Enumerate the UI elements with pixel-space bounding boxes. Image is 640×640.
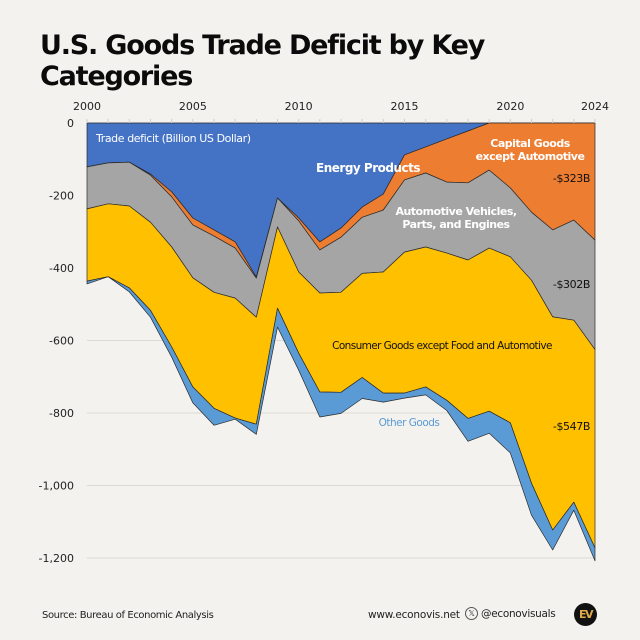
brand-logo: EV: [574, 603, 597, 626]
y-axis: 0 -200 -400 -600 -800 -1,000 -1,200: [39, 117, 74, 565]
y-tick-label: -1,000: [39, 480, 74, 493]
chart-title: U.S. Goods Trade Deficit by Key Categori…: [40, 30, 485, 92]
x-tick-label: 2024: [581, 100, 609, 113]
x-tick-label: 2010: [285, 100, 313, 113]
auto-end-label: -$302B: [553, 278, 590, 291]
capital-end-label: -$323B: [553, 172, 590, 185]
axis-note-label: Trade deficit (Billion US Dollar): [95, 132, 251, 145]
y-tick-label: -1,200: [39, 552, 74, 565]
consumer-end-label: -$547B: [553, 420, 590, 433]
y-tick-label: -200: [49, 190, 74, 203]
y-tick-label: -600: [49, 335, 74, 348]
auto-label-line1: Automotive Vehicles,: [395, 205, 516, 218]
social-handle[interactable]: 𝕏 @econovisuals: [465, 607, 556, 620]
x-tick-label: 2005: [179, 100, 207, 113]
area-series: [86, 122, 596, 562]
consumer-label: Consumer Goods except Food and Automotiv…: [332, 340, 552, 352]
y-tick-label: 0: [67, 117, 74, 130]
auto-label-line2: Parts, and Engines: [402, 218, 510, 231]
x-tick-label: 2020: [496, 100, 524, 113]
x-tick-label: 2000: [73, 100, 101, 113]
capital-label-line2: except Automotive: [476, 150, 585, 163]
area-other-goods: [86, 276, 596, 562]
series-labels: Trade deficit (Billion US Dollar) Energy…: [95, 132, 590, 433]
website-link[interactable]: www.econovis.net: [368, 609, 460, 621]
y-tick-label: -800: [49, 407, 74, 420]
energy-label: Energy Products: [316, 161, 420, 175]
x-axis: 2000 2005 2010 2015 2020 2024: [73, 100, 609, 123]
source-note: Source: Bureau of Economic Analysis: [42, 610, 214, 621]
social-handle-text: @econovisuals: [481, 607, 556, 620]
y-tick-label: -400: [49, 262, 74, 275]
x-logo-icon: 𝕏: [465, 607, 478, 620]
capital-label-line1: Capital Goods: [490, 137, 570, 150]
other-goods-label: Other Goods: [379, 417, 440, 429]
x-tick-label: 2015: [391, 100, 419, 113]
stacked-area-chart: 2000 2005 2010 2015 2020 2024 0 -200 -400 -600 -8…: [39, 100, 609, 565]
